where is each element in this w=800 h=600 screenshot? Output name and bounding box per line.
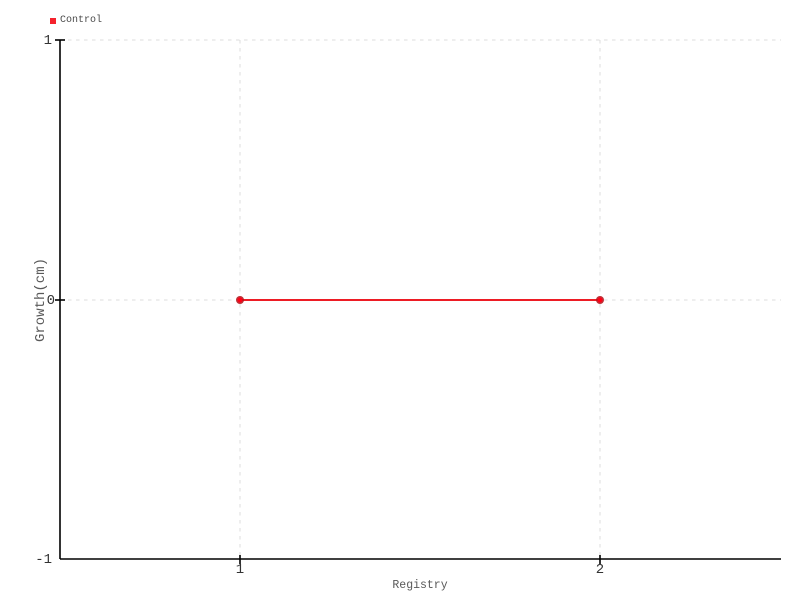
svg-text:-1: -1 — [35, 552, 52, 568]
svg-text:Growth(cm): Growth(cm) — [33, 258, 49, 342]
svg-text:1: 1 — [44, 33, 52, 49]
svg-text:2: 2 — [596, 562, 604, 578]
svg-text:1: 1 — [236, 562, 244, 578]
svg-text:Registry: Registry — [392, 579, 447, 592]
